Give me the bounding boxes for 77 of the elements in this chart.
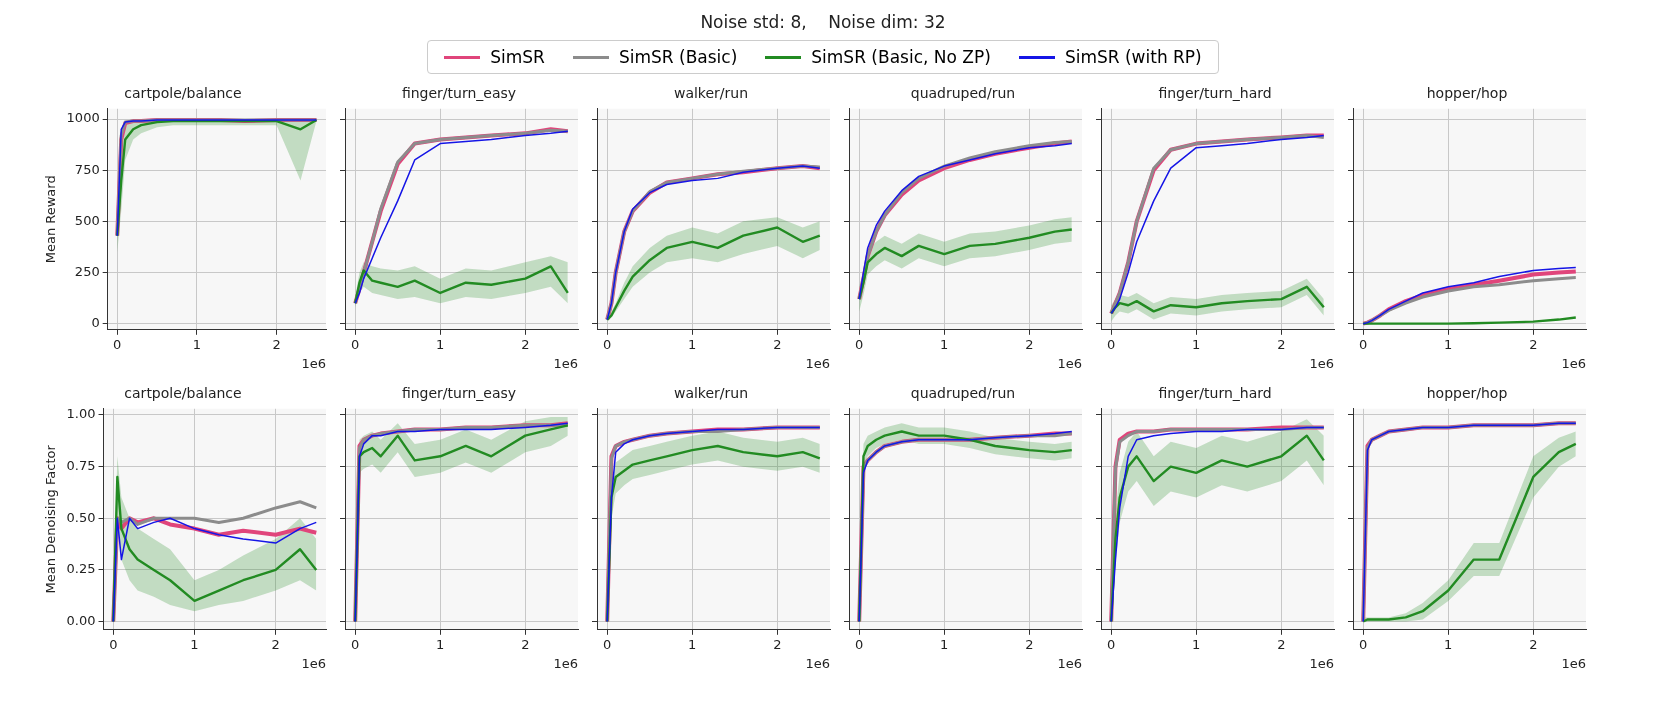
x-axis-title: 1e6 xyxy=(1057,355,1082,371)
chart-title: walker/run xyxy=(673,85,749,102)
y-tick-label: 0.50 xyxy=(66,509,96,525)
x-tick-label: 1 xyxy=(940,336,949,352)
y-tick-label: 0 xyxy=(91,315,100,331)
x-tick-label: 2 xyxy=(272,336,281,352)
y-tick-label: 1000 xyxy=(66,110,100,126)
chart-title: finger/turn_easy xyxy=(401,85,517,102)
x-tick-label: 2 xyxy=(521,336,530,352)
x-tick-label: 0 xyxy=(351,336,360,352)
chart-title: cartpole/balance xyxy=(124,385,242,402)
chart-title: walker/run xyxy=(673,385,749,402)
x-tick-label: 1 xyxy=(1192,636,1201,652)
x-tick-label: 0 xyxy=(351,636,360,652)
x-tick-label: 0 xyxy=(855,336,864,352)
x-axis-title: 1e6 xyxy=(1057,655,1082,671)
x-axis-title: 1e6 xyxy=(301,355,326,371)
chart-title: finger/turn_hard xyxy=(1158,385,1272,402)
y-tick-label: 500 xyxy=(74,212,100,228)
x-axis-title: 1e6 xyxy=(553,655,578,671)
x-axis-title: 1e6 xyxy=(301,655,326,671)
x-tick-label: 1 xyxy=(1444,636,1453,652)
legend-label: SimSR (Basic, No ZP) xyxy=(811,47,991,67)
x-tick-label: 2 xyxy=(521,636,530,652)
y-tick-label: 0.25 xyxy=(66,561,96,577)
x-tick-label: 1 xyxy=(688,336,697,352)
x-axis-title: 1e6 xyxy=(553,355,578,371)
chart-title: quadruped/run xyxy=(910,85,1016,102)
legend-label: SimSR (Basic) xyxy=(618,47,738,67)
x-tick-label: 1 xyxy=(190,636,199,652)
y-axis-title: Mean Reward xyxy=(43,175,59,264)
x-axis-title: 1e6 xyxy=(1561,655,1586,671)
x-tick-label: 2 xyxy=(1277,336,1286,352)
chart-title: quadruped/run xyxy=(910,385,1016,402)
y-tick-label: 1.00 xyxy=(66,406,96,422)
x-tick-label: 2 xyxy=(1529,336,1538,352)
x-tick-label: 0 xyxy=(603,636,612,652)
legend-label: SimSR xyxy=(490,47,545,67)
x-tick-label: 1 xyxy=(436,336,445,352)
x-tick-label: 2 xyxy=(271,636,280,652)
x-tick-label: 0 xyxy=(1107,336,1116,352)
x-tick-label: 1 xyxy=(436,636,445,652)
x-tick-label: 0 xyxy=(855,636,864,652)
x-tick-label: 1 xyxy=(192,336,202,352)
x-axis-title: 1e6 xyxy=(805,355,830,371)
x-tick-label: 1 xyxy=(1444,336,1453,352)
x-tick-label: 1 xyxy=(688,636,697,652)
chart-title: finger/turn_easy xyxy=(401,385,517,402)
x-tick-label: 2 xyxy=(1529,636,1538,652)
x-tick-label: 2 xyxy=(1277,636,1286,652)
x-tick-label: 0 xyxy=(603,336,612,352)
y-tick-label: 250 xyxy=(74,263,100,279)
x-axis-title: 1e6 xyxy=(1309,655,1334,671)
y-axis-title: Mean Denoising Factor xyxy=(43,444,59,594)
x-tick-label: 2 xyxy=(1025,636,1034,652)
x-tick-label: 0 xyxy=(109,636,118,652)
x-tick-label: 0 xyxy=(1359,636,1368,652)
chart-title: cartpole/balance xyxy=(124,85,242,102)
x-tick-label: 0 xyxy=(113,336,122,352)
x-tick-label: 0 xyxy=(1107,636,1116,652)
x-axis-title: 1e6 xyxy=(1561,355,1586,371)
chart-title: hopper/hop xyxy=(1426,85,1508,102)
x-tick-label: 2 xyxy=(1025,336,1034,352)
chart-title: finger/turn_hard xyxy=(1158,85,1272,102)
y-tick-label: 750 xyxy=(74,161,100,177)
x-tick-label: 1 xyxy=(940,636,949,652)
x-tick-label: 0 xyxy=(1359,336,1368,352)
x-axis-title: 1e6 xyxy=(1309,355,1334,371)
y-tick-label: 0.75 xyxy=(66,458,96,474)
x-tick-label: 1 xyxy=(1192,336,1201,352)
text: Noise std: 8, Noise dim: 32 xyxy=(699,12,947,32)
x-tick-label: 2 xyxy=(773,636,782,652)
x-tick-label: 2 xyxy=(773,336,782,352)
y-tick-label: 0.00 xyxy=(66,612,96,628)
chart-title: hopper/hop xyxy=(1426,385,1508,402)
legend-label: SimSR (with RP) xyxy=(1064,47,1202,67)
x-axis-title: 1e6 xyxy=(805,655,830,671)
